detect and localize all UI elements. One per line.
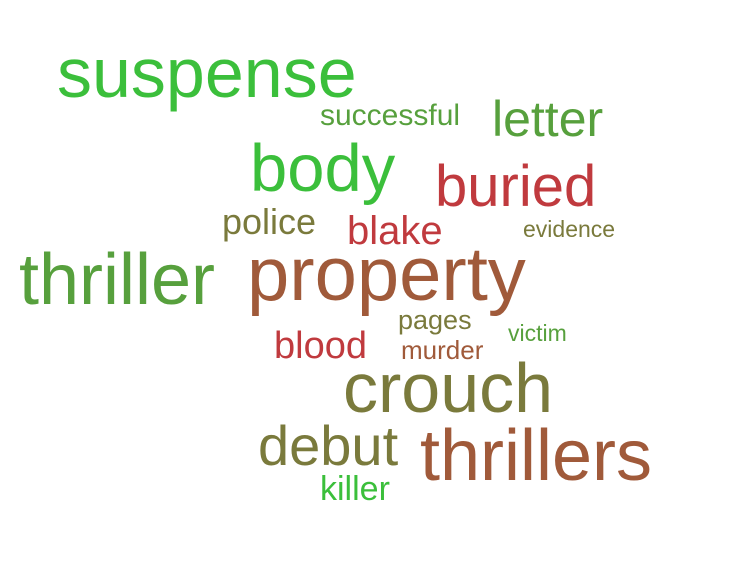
word-thriller: thriller: [19, 240, 216, 320]
word-crouch: crouch: [343, 349, 554, 427]
word-buried: buried: [435, 154, 597, 219]
word-victim: victim: [508, 320, 567, 346]
word-murder: murder: [401, 335, 484, 365]
word-thrillers: thrillers: [420, 416, 653, 496]
word-blood: blood: [274, 325, 367, 367]
word-pages: pages: [398, 305, 472, 335]
word-blake: blake: [347, 209, 443, 253]
word-killer: killer: [320, 470, 390, 508]
word-suspense: suspense: [57, 34, 357, 112]
word-letter: letter: [492, 91, 604, 147]
word-police: police: [222, 201, 317, 242]
word-successful: successful: [320, 99, 461, 132]
word-evidence: evidence: [523, 216, 616, 242]
word-debut: debut: [258, 414, 399, 477]
word-body: body: [250, 131, 396, 206]
word-property: property: [247, 232, 526, 317]
